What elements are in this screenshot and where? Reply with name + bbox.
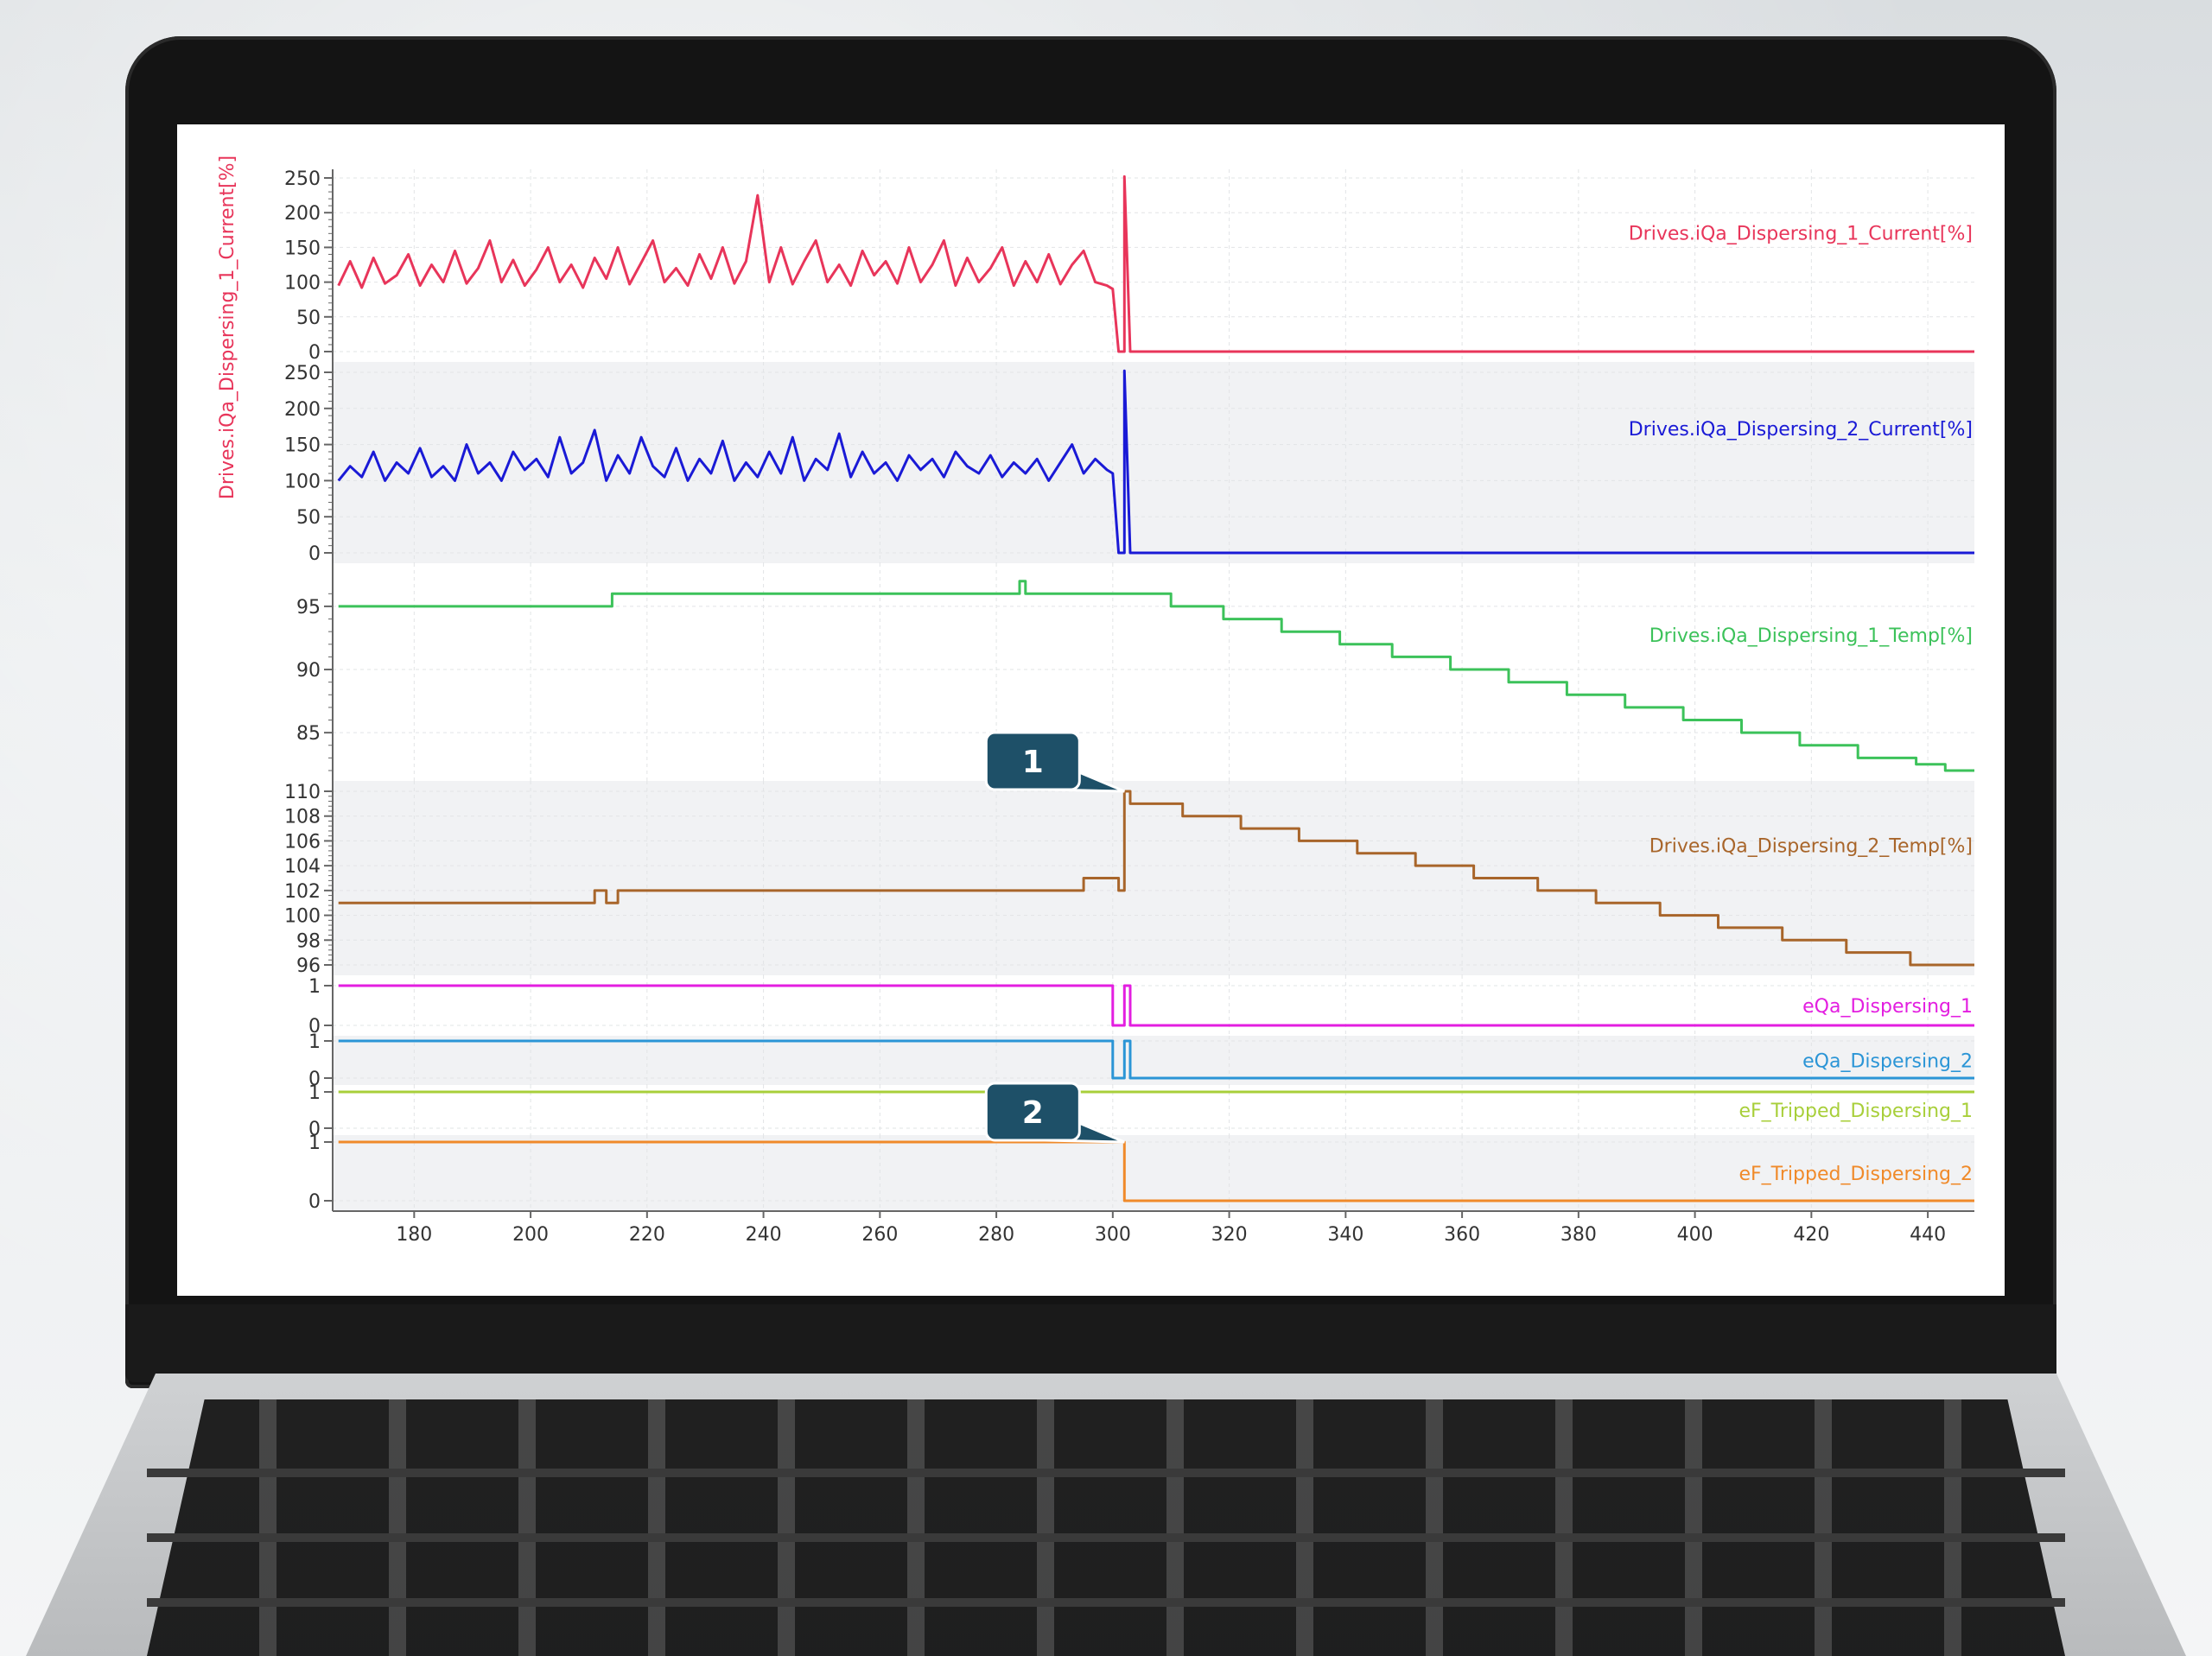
panel-background [333,1135,1974,1211]
x-tick-label: 420 [1793,1224,1829,1246]
series-line-4 [338,790,1974,967]
callout-label: 1 [1022,745,1044,780]
series-label: eF_Tripped_Dispersing_1 [1738,1101,1973,1122]
y-tick-label: 150 [284,435,321,457]
panel-background [333,362,1974,563]
x-tick-label: 400 [1677,1224,1713,1246]
x-tick-label: 300 [1095,1224,1131,1246]
x-axis: 180 200 220 240 260 280 300 320 340 360 380 400 420 4… [332,169,1974,1246]
y-tick-label: 98 [296,930,321,952]
laptop-chin [125,1304,2056,1382]
y-tick-label: 85 [296,723,321,745]
series-label: Drives.iQa_Dispersing_1_Temp[%] [1649,625,1973,647]
shared-y-axis-label: Drives.iQa_Dispersing_1_Current[%] [217,155,238,499]
y-tick-label: 90 [296,660,321,682]
y-tick-label: 96 [296,955,321,977]
panel-7: 0 1 eF_Tripped_Dispersing_1 [308,1082,1974,1140]
y-tick-label: 0 [308,1016,321,1037]
x-tick-label: 220 [629,1224,665,1246]
series-line-1 [337,174,1974,353]
y-tick-label: 0 [308,1119,321,1140]
series-label: Drives.iQa_Dispersing_1_Current[%] [1629,224,1973,245]
series-label: eF_Tripped_Dispersing_2 [1738,1164,1973,1185]
keyboard-row-gap [147,1533,2065,1542]
series-label: eQa_Dispersing_2 [1802,1051,1973,1073]
y-tick-label: 50 [296,308,321,329]
y-tick-label: 250 [284,363,321,384]
y-tick-label: 0 [308,1191,321,1213]
trend-chart: 050100150200250Drives.iQa_Dispersing_1_C… [217,155,1974,1246]
panel-2: 0 50 100 150 200 250 Drives.iQa_Dispersing_2_C… [284,362,1974,565]
y-tick-label: 104 [284,856,321,878]
callout-2: 2 [984,1082,1125,1144]
screen: 0 50 100 150 200 250 Drives.iQa_Dispersing_1_C… [177,124,2005,1296]
y-tick-label: 100 [284,471,321,492]
y-tick-label: 100 [284,906,321,928]
callouts-layer: 12 [984,731,1125,1144]
y-tick-label: 200 [284,399,321,421]
callout-label: 2 [1022,1095,1044,1131]
x-tick-label: 320 [1211,1224,1248,1246]
x-tick-label: 360 [1444,1224,1480,1246]
series-label: eQa_Dispersing_1 [1802,996,1973,1018]
panel-background [333,781,1974,975]
callout-box [984,731,1081,791]
y-tick-label: 100 [284,273,321,295]
panels-layer: 050100150200250Drives.iQa_Dispersing_1_C… [284,168,1974,1213]
y-tick-label: 200 [284,203,321,225]
keyboard-row-gap [147,1598,2065,1607]
keyboard [147,1399,2065,1656]
y-tick-label: 0 [308,1069,321,1090]
x-tick-label: 340 [1327,1224,1363,1246]
x-tick-label: 240 [746,1224,782,1246]
callout-1: 1 [984,731,1125,793]
y-tick-label: 1 [308,976,321,998]
y-tick-label: 106 [284,831,321,853]
panel-1: 0 50 100 150 200 250 Drives.iQa_Dispersing_1_C… [284,168,1974,364]
y-tick-label: 108 [284,807,321,828]
y-tick-label: 50 [296,507,321,529]
panel-5: 0 1 eQa_Dispersing_1 [308,975,1974,1037]
y-tick-label: 95 [296,597,321,619]
series-line-8 [338,1140,1974,1202]
panel-3: 85 90 95 Drives.iQa_Dispersing_1_Temp[%] [296,563,1974,781]
y-tick-label: 1 [308,1082,321,1104]
series-line-5 [338,984,1974,1027]
y-tick-label: 0 [308,342,321,364]
y-tick-label: 102 [284,881,321,903]
series-line-6 [338,1039,1974,1080]
x-tick-label: 280 [978,1224,1014,1246]
y-tick-label: 250 [284,168,321,190]
y-tick-label: 0 [308,543,321,565]
x-tick-label: 380 [1560,1224,1597,1246]
x-tick-label: 200 [512,1224,549,1246]
series-line-2 [337,369,1974,555]
series-label: Drives.iQa_Dispersing_2_Current[%] [1629,419,1973,441]
series-line-3 [338,580,1974,772]
y-tick-label: 150 [284,238,321,259]
series-label: Drives.iQa_Dispersing_2_Temp[%] [1649,835,1973,857]
x-tick-label: 180 [396,1224,432,1246]
y-tick-label: 110 [284,782,321,803]
callout-box [984,1082,1081,1142]
x-tick-label: 260 [861,1224,898,1246]
y-tick-label: 1 [308,1031,321,1053]
y-tick-label: 1 [308,1133,321,1154]
x-tick-label: 440 [1910,1224,1946,1246]
panel-8: 0 1 eF_Tripped_Dispersing_2 [308,1133,1974,1213]
keyboard-row-gap [147,1469,2065,1477]
panel-6: 0 1 eQa_Dispersing_2 [308,1031,1974,1090]
